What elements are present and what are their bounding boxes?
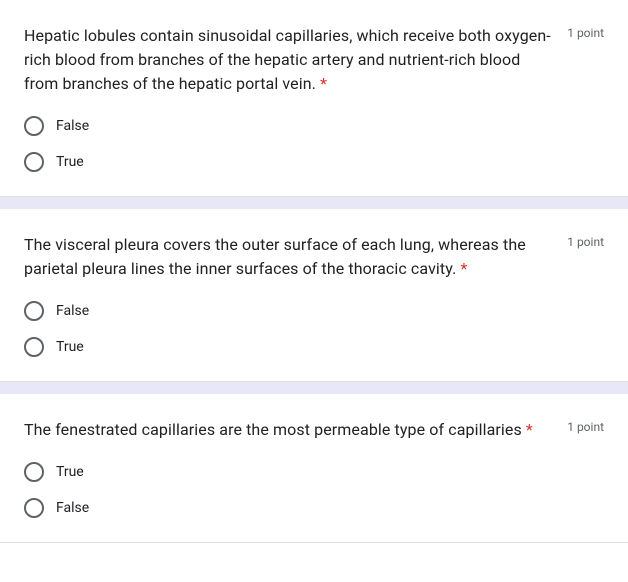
required-star: * bbox=[526, 420, 533, 439]
question-card-1: Hepatic lobules contain sinusoidal capil… bbox=[0, 0, 628, 197]
required-star: * bbox=[460, 259, 467, 278]
option-false[interactable]: False bbox=[24, 116, 604, 136]
question-header: The visceral pleura covers the outer sur… bbox=[24, 233, 604, 281]
options-group: True False bbox=[24, 462, 604, 518]
option-label: False bbox=[56, 118, 89, 134]
question-text: The fenestrated capillaries are the most… bbox=[24, 418, 555, 442]
options-group: False True bbox=[24, 116, 604, 172]
radio-icon bbox=[24, 301, 44, 321]
option-false[interactable]: False bbox=[24, 498, 604, 518]
question-body: The visceral pleura covers the outer sur… bbox=[24, 235, 526, 278]
question-header: The fenestrated capillaries are the most… bbox=[24, 418, 604, 442]
option-label: False bbox=[56, 303, 89, 319]
question-card-2: The visceral pleura covers the outer sur… bbox=[0, 209, 628, 382]
option-true[interactable]: True bbox=[24, 462, 604, 482]
points-label: 1 point bbox=[567, 24, 604, 40]
question-card-3: The fenestrated capillaries are the most… bbox=[0, 394, 628, 543]
radio-icon bbox=[24, 498, 44, 518]
card-separator bbox=[0, 197, 628, 209]
question-text: Hepatic lobules contain sinusoidal capil… bbox=[24, 24, 555, 96]
radio-icon bbox=[24, 462, 44, 482]
option-label: False bbox=[56, 500, 89, 516]
option-label: True bbox=[56, 464, 84, 480]
question-body: Hepatic lobules contain sinusoidal capil… bbox=[24, 26, 551, 93]
points-label: 1 point bbox=[567, 418, 604, 434]
option-label: True bbox=[56, 339, 84, 355]
radio-icon bbox=[24, 337, 44, 357]
question-header: Hepatic lobules contain sinusoidal capil… bbox=[24, 24, 604, 96]
question-text: The visceral pleura covers the outer sur… bbox=[24, 233, 555, 281]
card-separator bbox=[0, 382, 628, 394]
radio-icon bbox=[24, 116, 44, 136]
options-group: False True bbox=[24, 301, 604, 357]
option-false[interactable]: False bbox=[24, 301, 604, 321]
question-body: The fenestrated capillaries are the most… bbox=[24, 420, 526, 439]
radio-icon bbox=[24, 152, 44, 172]
option-true[interactable]: True bbox=[24, 152, 604, 172]
option-label: True bbox=[56, 154, 84, 170]
points-label: 1 point bbox=[567, 233, 604, 249]
required-star: * bbox=[320, 74, 327, 93]
option-true[interactable]: True bbox=[24, 337, 604, 357]
